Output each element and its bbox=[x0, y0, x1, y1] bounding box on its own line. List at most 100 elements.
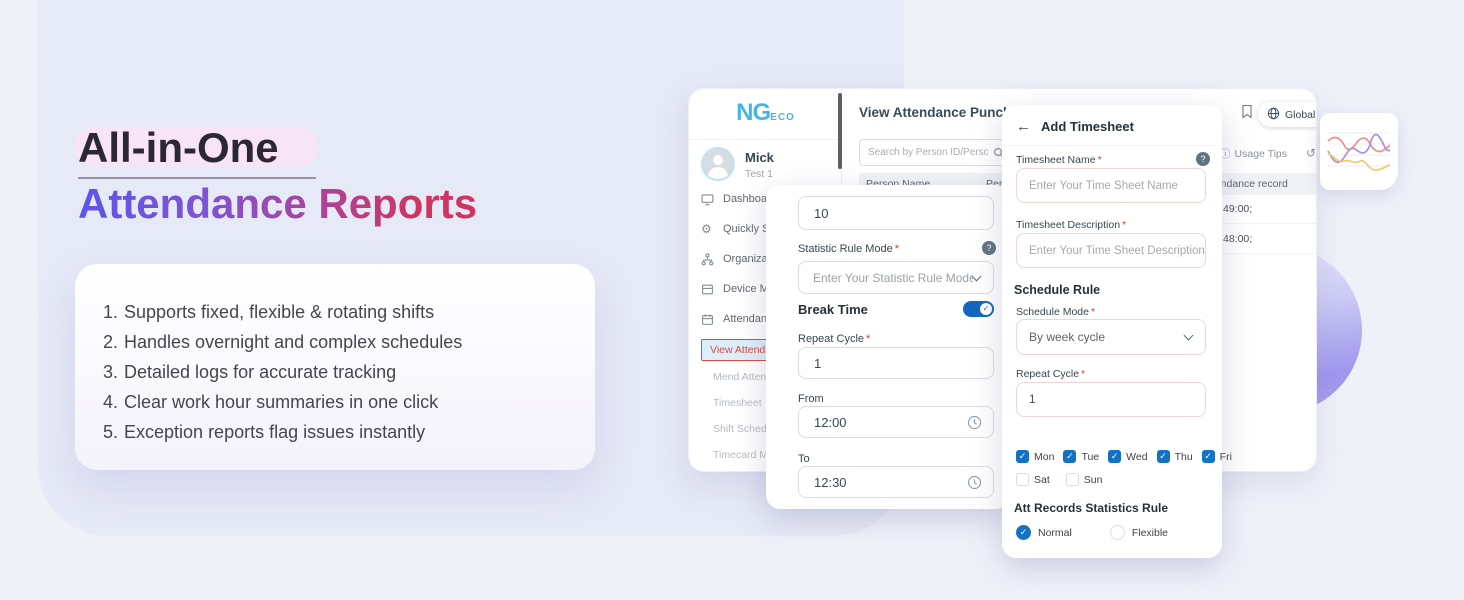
from-label: From bbox=[798, 393, 824, 405]
dashboard-icon bbox=[701, 193, 716, 206]
repeat-cycle-input[interactable] bbox=[1017, 383, 1205, 416]
add-timesheet-panel: ← Add Timesheet Timesheet Name* ? Timesh… bbox=[1002, 105, 1232, 558]
radio-checked-icon: ✓ bbox=[1016, 525, 1031, 540]
user-subtitle: Test 1 bbox=[745, 168, 774, 180]
checkbox-sun[interactable]: Sun bbox=[1065, 473, 1102, 486]
checkbox-fri[interactable]: ✓ Fri bbox=[1201, 450, 1232, 463]
search-input[interactable] bbox=[860, 140, 988, 165]
usage-tips-button[interactable]: ⓘ Usage Tips bbox=[1220, 147, 1288, 161]
value-field bbox=[798, 196, 994, 230]
avatar[interactable] bbox=[701, 147, 735, 181]
panel-header: ← Add Timesheet bbox=[1016, 118, 1134, 135]
col-attendance-record: Attendance record bbox=[1202, 178, 1288, 190]
repeat-cycle-field bbox=[798, 347, 994, 379]
table-row: 49:00; bbox=[1223, 203, 1253, 215]
panel-title: Add Timesheet bbox=[1041, 119, 1134, 134]
sidebar-item-mend-attendance[interactable]: Mend Attendan bbox=[713, 371, 784, 383]
device-icon bbox=[701, 283, 716, 296]
checked-icon: ✓ bbox=[1156, 450, 1170, 463]
unchecked-icon bbox=[1016, 473, 1029, 486]
scrollbar-thumb[interactable] bbox=[838, 93, 842, 169]
checkbox-wed[interactable]: ✓ Wed bbox=[1108, 450, 1148, 463]
calendar-icon bbox=[701, 313, 716, 326]
checkbox-mon[interactable]: ✓ Mon bbox=[1016, 450, 1054, 463]
chevron-down-icon bbox=[971, 271, 982, 281]
sidebar-item-shift-schedule[interactable]: Shift Schedule bbox=[713, 423, 781, 435]
statistic-rule-mode-label: Statistic Rule Mode * bbox=[798, 243, 900, 255]
weekend-checkboxes: Sat Sun bbox=[1016, 473, 1102, 486]
checkbox-tue[interactable]: ✓ Tue bbox=[1063, 450, 1099, 463]
sidebar-item-dashboard[interactable]: Dashboard bbox=[701, 189, 837, 209]
timesheet-name-field bbox=[1016, 168, 1206, 203]
gear-icon: ⚙ bbox=[701, 222, 712, 236]
schedule-mode-select[interactable]: By week cycle bbox=[1016, 319, 1206, 355]
page-title: All-in-One bbox=[78, 124, 279, 171]
refresh-icon[interactable]: ↺ bbox=[1306, 146, 1317, 160]
radio-normal[interactable]: ✓ Normal bbox=[1016, 525, 1072, 540]
timesheet-description-input[interactable] bbox=[1017, 234, 1205, 267]
view-title: View Attendance Punch bbox=[859, 105, 1012, 120]
timesheet-name-input[interactable] bbox=[1017, 169, 1205, 202]
feature-item: 2. Handles overnight and complex schedule… bbox=[103, 332, 463, 352]
mini-chart-card bbox=[1320, 113, 1398, 190]
weekday-checkboxes: ✓ Mon ✓ Tue ✓ Wed ✓ Thu ✓ Fri bbox=[1016, 450, 1232, 463]
break-time-panel: Statistic Rule Mode* ? Enter Your Statis… bbox=[766, 185, 1010, 509]
feature-item: 1. Supports fixed, flexible & rotating sh… bbox=[103, 302, 435, 322]
timesheet-description-field bbox=[1016, 233, 1206, 268]
schedule-rule-title: Schedule Rule bbox=[1014, 283, 1101, 297]
user-name: Mick bbox=[745, 150, 774, 165]
title-highlight bbox=[74, 127, 318, 167]
repeat-cycle-label: Repeat Cycle * bbox=[798, 333, 871, 345]
checked-icon: ✓ bbox=[1201, 450, 1215, 463]
schedule-mode-label: Schedule Mode * bbox=[1016, 306, 1096, 318]
globe-icon bbox=[1267, 107, 1280, 123]
checkbox-sat[interactable]: Sat bbox=[1016, 473, 1050, 486]
to-time-input[interactable] bbox=[799, 467, 993, 497]
org-chart-icon bbox=[701, 252, 716, 266]
radio-flexible[interactable]: Flexible bbox=[1109, 525, 1168, 540]
sidebar-item-timesheet[interactable]: Timesheet bbox=[713, 397, 762, 409]
help-icon[interactable]: ? bbox=[982, 241, 996, 255]
att-records-rule-title: Att Records Statistics Rule bbox=[1014, 501, 1169, 515]
from-time-input[interactable] bbox=[799, 407, 993, 437]
sidebar-item-attendance[interactable]: Attendance bbox=[701, 309, 837, 329]
line-chart bbox=[1327, 132, 1391, 171]
checked-icon: ✓ bbox=[1016, 450, 1029, 463]
checkbox-thu[interactable]: ✓ Thu bbox=[1156, 450, 1193, 463]
to-field bbox=[798, 466, 994, 498]
unchecked-icon bbox=[1065, 473, 1079, 486]
toggle-check-icon: ✓ bbox=[980, 303, 992, 315]
title-underline bbox=[78, 177, 316, 179]
feature-item: 5. Exception reports flag issues instantl… bbox=[103, 422, 426, 442]
ngteco-logo: NGECO bbox=[736, 99, 795, 126]
repeat-cycle-field bbox=[1016, 382, 1206, 417]
statistics-rule-radios: ✓ Normal Flexible bbox=[1016, 525, 1168, 540]
feature-item: 4. Clear work hour summaries in one click bbox=[103, 392, 439, 412]
info-icon: ⓘ bbox=[1220, 148, 1231, 160]
radio-unchecked-icon bbox=[1109, 525, 1125, 540]
page-subtitle: Attendance Reports bbox=[78, 180, 478, 227]
feature-list: 1. Supports fixed, flexible & rotating sh… bbox=[103, 297, 462, 447]
break-time-label: Break Time bbox=[798, 302, 868, 317]
table-row: 48:00; bbox=[1223, 233, 1253, 245]
minutes-input[interactable] bbox=[799, 197, 993, 229]
back-arrow-icon[interactable]: ← bbox=[1016, 118, 1031, 135]
clock-icon bbox=[967, 415, 982, 435]
timesheet-name-label: Timesheet Name * bbox=[1016, 154, 1102, 166]
person-search bbox=[859, 139, 1011, 166]
global-language-button[interactable]: Global E bbox=[1258, 102, 1316, 127]
feature-card: 1. Supports fixed, flexible & rotating sh… bbox=[75, 264, 595, 470]
statistic-rule-mode-select[interactable]: Enter Your Statistic Rule Mode bbox=[798, 261, 994, 294]
clock-icon bbox=[967, 475, 982, 495]
repeat-cycle-input[interactable] bbox=[799, 348, 993, 378]
help-icon[interactable]: ? bbox=[1196, 152, 1210, 166]
divider bbox=[1002, 145, 1222, 146]
checked-icon: ✓ bbox=[1108, 450, 1122, 463]
bookmark-icon[interactable] bbox=[1240, 104, 1254, 124]
repeat-cycle-label: Repeat Cycle * bbox=[1016, 368, 1086, 380]
divider bbox=[689, 139, 842, 140]
break-time-toggle[interactable]: ✓ bbox=[963, 301, 994, 317]
checked-icon: ✓ bbox=[1063, 450, 1077, 463]
to-label: To bbox=[798, 453, 810, 465]
